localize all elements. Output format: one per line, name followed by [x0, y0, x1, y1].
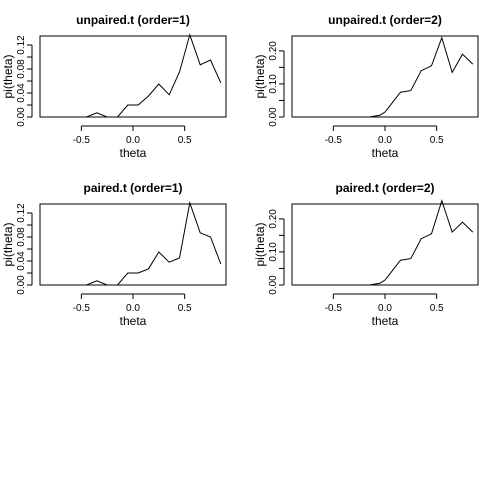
plot-frame [291, 35, 479, 118]
series-line [45, 200, 222, 286]
series-line [297, 36, 474, 118]
x-tick-label: 0.5 [430, 303, 444, 314]
y-tick-label: 0.20 [268, 209, 279, 229]
y-tick-label: 0.20 [268, 41, 279, 61]
y-tick-label: 0.00 [268, 275, 279, 295]
y-tick-label: 0.10 [268, 74, 279, 94]
y-tick-label: 0.04 [16, 83, 27, 103]
y-axis-label: pi(theta) [1, 222, 15, 266]
x-tick-label: 0.0 [126, 135, 140, 146]
series-line [297, 199, 474, 286]
series-line [45, 33, 222, 118]
y-tick-label: 0.04 [16, 251, 27, 271]
x-axis-label: theta [372, 314, 399, 328]
chart-title: paired.t (order=1) [83, 181, 182, 195]
x-axis-label: theta [120, 314, 147, 328]
y-tick-label: 0.08 [16, 59, 27, 79]
chart-title: paired.t (order=2) [335, 181, 434, 195]
y-tick-label: 0.00 [16, 107, 27, 127]
chart-title: unpaired.t (order=1) [76, 13, 190, 27]
y-tick-label: 0.10 [268, 242, 279, 262]
y-axis-label: pi(theta) [1, 54, 15, 98]
x-tick-label: -0.5 [73, 135, 91, 146]
panel-3: paired.t (order=1) -0.5 0.0 0.5 theta 0.00 0.0… [1, 181, 227, 328]
x-axis-label: theta [372, 146, 399, 160]
x-tick-label: 0.5 [178, 135, 192, 146]
x-axis-label: theta [120, 146, 147, 160]
panel-2: unpaired.t (order=2) -0.5 0.0 0.5 theta 0.00 0… [253, 13, 479, 160]
x-tick-label: 0.0 [378, 135, 392, 146]
panel-4: paired.t (order=2) -0.5 0.0 0.5 theta 0.00 0.1… [253, 181, 479, 328]
x-tick-label: 0.5 [430, 135, 444, 146]
y-tick-label: 0.00 [268, 107, 279, 127]
x-tick-label: -0.5 [73, 303, 91, 314]
x-tick-label: -0.5 [325, 303, 343, 314]
plot-frame [39, 203, 227, 286]
chart-title: unpaired.t (order=2) [328, 13, 442, 27]
x-tick-label: 0.0 [126, 303, 140, 314]
y-tick-label: 0.12 [16, 35, 27, 55]
y-axis-label: pi(theta) [253, 54, 267, 98]
y-tick-label: 0.08 [16, 227, 27, 247]
x-tick-label: 0.0 [378, 303, 392, 314]
x-tick-label: 0.5 [178, 303, 192, 314]
y-axis-label: pi(theta) [253, 222, 267, 266]
x-tick-label: -0.5 [325, 135, 343, 146]
plot-frame [291, 203, 479, 286]
y-tick-label: 0.12 [16, 203, 27, 223]
y-tick-label: 0.00 [16, 275, 27, 295]
panel-1: unpaired.t (order=1) -0.5 0.0 0.5 theta 0.00 0… [1, 13, 227, 160]
plot-frame [39, 35, 227, 118]
